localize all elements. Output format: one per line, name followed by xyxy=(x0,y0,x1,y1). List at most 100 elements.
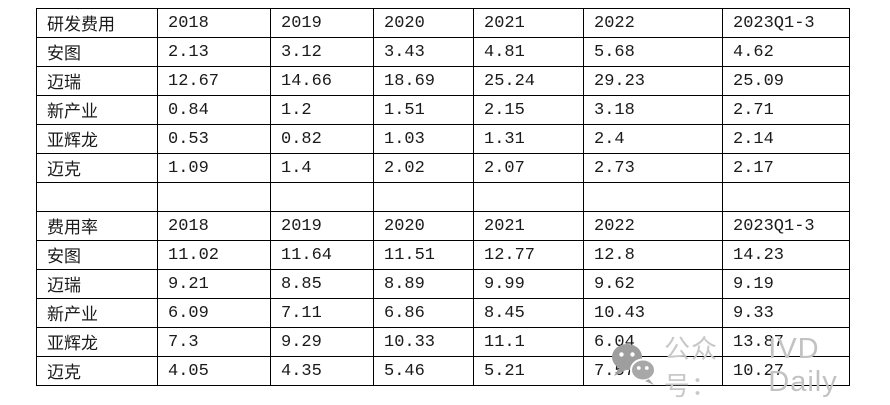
value-cell: 3.43 xyxy=(373,37,474,67)
section-title: 费用率 xyxy=(36,211,158,241)
value-cell: 1.03 xyxy=(373,124,474,154)
row-label: 迈克 xyxy=(36,356,158,386)
value-cell: 7.11 xyxy=(270,298,374,328)
value-cell: 9.21 xyxy=(157,269,271,299)
column-header: 2018 xyxy=(157,8,271,38)
value-cell: 2.07 xyxy=(473,153,584,183)
table-header-row: 费用率 2018 2019 2020 2021 2022 2023Q1-3 xyxy=(36,211,850,241)
table-row: 亚辉龙 7.3 9.29 10.33 11.1 6.04 13.87 xyxy=(36,327,850,357)
spacer-row xyxy=(36,182,850,212)
value-cell: 11.1 xyxy=(473,327,584,357)
value-cell: 0.84 xyxy=(157,95,271,125)
value-cell: 25.09 xyxy=(722,66,850,96)
value-cell: 0.53 xyxy=(157,124,271,154)
table-row: 迈瑞 9.21 8.85 8.89 9.99 9.62 9.19 xyxy=(36,269,850,299)
table-row: 安图 11.02 11.64 11.51 12.77 12.8 14.23 xyxy=(36,240,850,270)
row-label: 新产业 xyxy=(36,95,158,125)
table-row: 新产业 0.84 1.2 1.51 2.15 3.18 2.71 xyxy=(36,95,850,125)
value-cell: 8.85 xyxy=(270,269,374,299)
value-cell: 14.66 xyxy=(270,66,374,96)
value-cell: 9.99 xyxy=(473,269,584,299)
value-cell: 5.21 xyxy=(473,356,584,386)
rd-expense-and-rate-table: 研发费用 2018 2019 2020 2021 2022 2023Q1-3 安… xyxy=(36,8,850,386)
value-cell: 4.05 xyxy=(157,356,271,386)
value-cell: 9.62 xyxy=(583,269,723,299)
value-cell: 1.51 xyxy=(373,95,474,125)
column-header: 2018 xyxy=(157,211,271,241)
value-cell: 12.8 xyxy=(583,240,723,270)
value-cell: 2.02 xyxy=(373,153,474,183)
value-cell: 13.87 xyxy=(722,327,850,357)
value-cell: 11.64 xyxy=(270,240,374,270)
value-cell: 14.23 xyxy=(722,240,850,270)
value-cell: 2.4 xyxy=(583,124,723,154)
value-cell: 5.46 xyxy=(373,356,474,386)
value-cell: 25.24 xyxy=(473,66,584,96)
column-header: 2020 xyxy=(373,211,474,241)
value-cell: 5.68 xyxy=(583,37,723,67)
row-label: 迈克 xyxy=(36,153,158,183)
table-row: 安图 2.13 3.12 3.43 4.81 5.68 4.62 xyxy=(36,37,850,67)
value-cell: 2.17 xyxy=(722,153,850,183)
empty-cell xyxy=(722,182,850,212)
empty-cell xyxy=(373,182,474,212)
value-cell: 10.27 xyxy=(722,356,850,386)
column-header: 2019 xyxy=(270,8,374,38)
value-cell: 2.73 xyxy=(583,153,723,183)
value-cell: 1.2 xyxy=(270,95,374,125)
value-cell: 9.33 xyxy=(722,298,850,328)
table-row: 新产业 6.09 7.11 6.86 8.45 10.43 9.33 xyxy=(36,298,850,328)
empty-cell xyxy=(583,182,723,212)
value-cell: 11.51 xyxy=(373,240,474,270)
column-header: 2023Q1-3 xyxy=(722,211,850,241)
value-cell: 8.89 xyxy=(373,269,474,299)
value-cell: 29.23 xyxy=(583,66,723,96)
section-title: 研发费用 xyxy=(36,8,158,38)
table-row: 迈克 4.05 4.35 5.46 5.21 7.57 10.27 xyxy=(36,356,850,386)
value-cell: 18.69 xyxy=(373,66,474,96)
value-cell: 7.3 xyxy=(157,327,271,357)
value-cell: 3.12 xyxy=(270,37,374,67)
value-cell: 7.57 xyxy=(583,356,723,386)
value-cell: 2.71 xyxy=(722,95,850,125)
row-label: 安图 xyxy=(36,240,158,270)
value-cell: 6.86 xyxy=(373,298,474,328)
value-cell: 9.29 xyxy=(270,327,374,357)
column-header: 2021 xyxy=(473,211,584,241)
value-cell: 1.4 xyxy=(270,153,374,183)
column-header: 2023Q1-3 xyxy=(722,8,850,38)
value-cell: 12.67 xyxy=(157,66,271,96)
row-label: 迈瑞 xyxy=(36,66,158,96)
value-cell: 3.18 xyxy=(583,95,723,125)
value-cell: 4.81 xyxy=(473,37,584,67)
value-cell: 11.02 xyxy=(157,240,271,270)
table-row: 迈克 1.09 1.4 2.02 2.07 2.73 2.17 xyxy=(36,153,850,183)
table-row: 迈瑞 12.67 14.66 18.69 25.24 29.23 25.09 xyxy=(36,66,850,96)
column-header: 2020 xyxy=(373,8,474,38)
value-cell: 10.43 xyxy=(583,298,723,328)
column-header: 2019 xyxy=(270,211,374,241)
value-cell: 9.19 xyxy=(722,269,850,299)
empty-cell xyxy=(270,182,374,212)
row-label: 亚辉龙 xyxy=(36,124,158,154)
value-cell: 2.13 xyxy=(157,37,271,67)
row-label: 安图 xyxy=(36,37,158,67)
value-cell: 10.33 xyxy=(373,327,474,357)
column-header: 2022 xyxy=(583,211,723,241)
table-row: 亚辉龙 0.53 0.82 1.03 1.31 2.4 2.14 xyxy=(36,124,850,154)
empty-cell xyxy=(473,182,584,212)
value-cell: 0.82 xyxy=(270,124,374,154)
value-cell: 2.14 xyxy=(722,124,850,154)
column-header: 2021 xyxy=(473,8,584,38)
value-cell: 6.04 xyxy=(583,327,723,357)
value-cell: 6.09 xyxy=(157,298,271,328)
row-label: 新产业 xyxy=(36,298,158,328)
value-cell: 1.09 xyxy=(157,153,271,183)
value-cell: 8.45 xyxy=(473,298,584,328)
column-header: 2022 xyxy=(583,8,723,38)
row-label: 迈瑞 xyxy=(36,269,158,299)
value-cell: 4.35 xyxy=(270,356,374,386)
value-cell: 4.62 xyxy=(722,37,850,67)
empty-cell xyxy=(36,182,158,212)
